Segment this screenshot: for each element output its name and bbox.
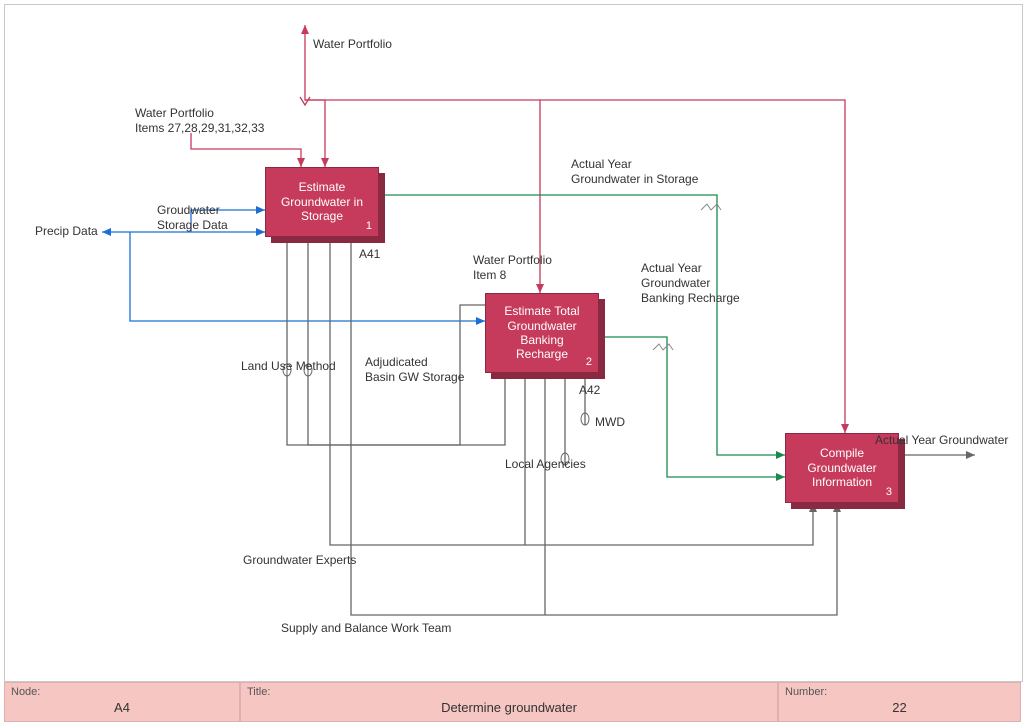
box-number: 1 [366, 220, 372, 233]
box-code: A42 [579, 383, 600, 398]
box-number: 3 [886, 486, 892, 499]
footer-node: Node: A4 [4, 682, 240, 722]
label-wp-item8: Water Portfolio Item 8 [473, 253, 552, 283]
label-mwd: MWD [595, 415, 625, 430]
footer-field-label: Number: [785, 686, 1014, 698]
tunnel-mark [653, 344, 673, 350]
label-gw-storage-data: Groudwater Storage Data [157, 203, 228, 233]
footer-field-value: Determine groundwater [247, 700, 771, 715]
label-water-portfolio: Water Portfolio [313, 37, 392, 52]
label-ay-gw: Actual Year Groundwater [875, 433, 1008, 448]
label-supply-team: Supply and Balance Work Team [281, 621, 451, 636]
tunnel-mark [701, 204, 721, 210]
title-bar: Node: A4 Title: Determine groundwater Number… [4, 682, 1021, 722]
process-box-b2: Estimate Total Groundwater Banking Recha… [485, 293, 599, 373]
label-wp-items: Water Portfolio Items 27,28,29,31,32,33 [135, 106, 264, 136]
box-label: Estimate Total Groundwater Banking Recha… [504, 304, 579, 362]
label-local-agencies: Local Agencies [505, 457, 586, 472]
label-ay-banking: Actual Year Groundwater Banking Recharge [641, 261, 740, 306]
edge [308, 375, 505, 445]
label-land-use: Land Use Method [241, 359, 336, 374]
diagram-canvas: Estimate Groundwater in Storage1 A41 Estim… [4, 4, 1023, 682]
box-number: 2 [586, 356, 592, 369]
diagram-frame: Estimate Groundwater in Storage1A41Estim… [0, 0, 1025, 726]
edge [599, 337, 785, 477]
label-adjudicated: Adjudicated Basin GW Storage [365, 355, 464, 385]
edge [330, 243, 813, 545]
label-gw-experts: Groundwater Experts [243, 553, 356, 568]
box-label: Estimate Groundwater in Storage [281, 180, 363, 223]
box-label: Compile Groundwater Information [807, 446, 876, 489]
footer-title: Title: Determine groundwater [240, 682, 778, 722]
box-code: A41 [359, 247, 380, 262]
process-box-b1: Estimate Groundwater in Storage1 [265, 167, 379, 237]
footer-number: Number: 22 [778, 682, 1021, 722]
footer-field-value: 22 [785, 700, 1014, 715]
footer-field-value: A4 [11, 700, 233, 715]
label-precip: Precip Data [35, 224, 98, 239]
label-ay-storage: Actual Year Groundwater in Storage [571, 157, 698, 187]
footer-field-label: Title: [247, 686, 771, 698]
footer-field-label: Node: [11, 686, 233, 698]
edge [191, 133, 301, 167]
